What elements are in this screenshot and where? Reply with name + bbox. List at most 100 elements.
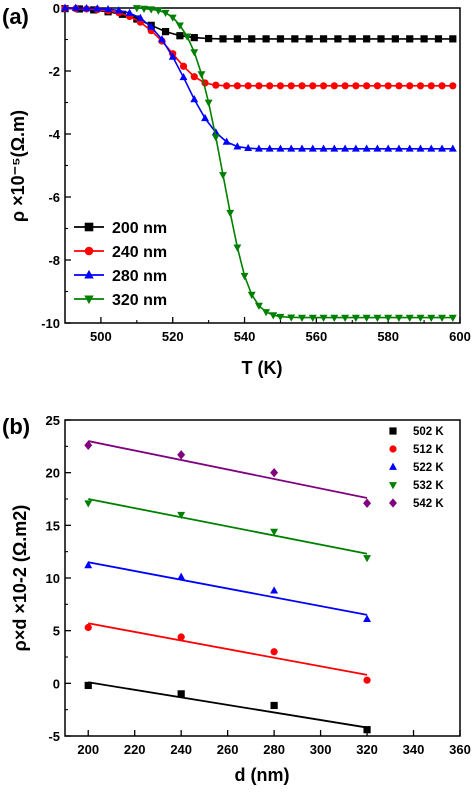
data-point-320-nm [319,314,328,322]
data-point-320-nm [448,314,457,322]
data-point-280-nm [244,143,253,152]
data-point-512-k [177,633,185,641]
data-point-320-nm [276,313,285,322]
data-point-280-nm [93,4,102,12]
data-point-280-nm [190,95,199,103]
data-point-280-nm [147,22,156,30]
legend-label-522-k: 522 K [413,462,444,474]
data-point-280-nm [438,144,447,152]
data-point-280-nm [114,6,123,14]
data-point-240-nm [438,82,446,90]
data-point-320-nm [427,314,436,322]
data-point-240-nm [190,73,198,81]
data-point-280-nm [157,35,166,43]
data-point-320-nm [247,291,256,299]
data-point-320-nm [219,172,227,180]
panel-a-data [61,3,457,322]
data-point-320-nm [254,302,263,310]
data-point-320-nm [175,22,184,30]
data-point-200-nm [377,35,385,43]
panel-a-x-axis-title: T (K) [242,358,283,378]
data-point-200-nm [305,35,313,43]
legend-label-512-k: 512 K [413,444,444,456]
legend-label-532-k: 532 K [413,480,444,492]
data-point-240-nm [212,81,220,89]
data-point-320-nm [226,209,235,218]
legend-marker-532-k [389,482,397,490]
data-point-240-nm [330,82,338,90]
legend-label-200-nm: 200 nm [112,220,167,237]
data-point-320-nm [132,5,141,13]
series-line-320-nm [136,7,453,319]
data-point-280-nm [394,144,403,152]
data-point-320-nm [394,314,403,322]
data-point-280-nm [168,52,177,60]
data-point-280-nm [104,4,113,13]
data-point-280-nm [254,144,263,152]
data-point-280-nm [233,142,242,150]
data-point-502-k [363,726,371,734]
data-point-200-nm [219,35,227,43]
legend-marker-200-nm [84,222,94,232]
panel-b-x-tick-label: 200 [77,742,99,757]
panel-b-y-tick-label: 15 [46,518,60,533]
data-point-320-nm [384,314,393,322]
data-point-320-nm [197,71,206,79]
data-point-280-nm [330,144,339,152]
data-point-240-nm [373,82,382,90]
panel-a-y-tick-label: -8 [48,253,60,268]
data-point-240-nm [341,82,349,90]
data-point-240-nm [298,82,306,90]
panel-a-x-tick-label: 500 [90,329,112,344]
data-point-320-nm [190,49,199,57]
legend-label-320-nm: 320 nm [112,292,167,309]
data-point-522-k [177,572,186,580]
data-point-320-nm [416,314,425,322]
panel-b-x-tick-label: 260 [217,742,239,757]
panel-b-x-tick-label: 240 [170,742,192,757]
panel-a-x-tick-label: 600 [449,329,471,344]
data-point-512-k [363,676,371,684]
panel-b-y-tick-label: 20 [46,466,60,481]
data-point-280-nm [201,113,210,122]
panel-a-x-tick-label: 520 [162,329,184,344]
data-point-320-nm [204,99,213,107]
data-point-280-nm [125,8,134,16]
data-point-320-nm [262,309,271,317]
fit-line-532-k [88,498,368,555]
data-point-200-nm [363,35,371,43]
data-point-200-nm [133,15,141,23]
data-point-320-nm [211,134,220,142]
data-point-280-nm [308,144,317,152]
data-point-280-nm [405,144,414,152]
legend-marker-512-k [389,445,397,453]
data-point-522-k [363,614,372,622]
data-point-280-nm [265,144,274,152]
data-point-320-nm [341,314,350,322]
panel-b-x-tick-label: 280 [263,742,285,757]
data-point-200-nm [205,34,213,43]
data-point-320-nm [405,314,414,322]
data-point-320-nm [330,314,339,322]
series-line-280-nm [65,7,453,150]
data-point-320-nm [233,244,242,252]
data-point-280-nm [362,144,371,152]
data-point-512-k [270,648,278,656]
data-point-240-nm [309,82,317,90]
panel-a: (a) 500 520 540 560 580 600 -10 -8 -6 -4 -2 0 T (K)… [2,1,471,378]
panel-b-label: (b) [2,414,30,439]
legend-label-240-nm: 240 nm [112,244,167,261]
data-point-240-nm [276,82,285,90]
data-point-320-nm [140,5,148,13]
panel-b-y-tick-label: 0 [53,676,60,691]
legend-marker-280-nm [84,269,94,279]
data-point-200-nm [348,35,356,43]
data-point-240-nm [395,82,403,90]
data-point-542-k [363,498,372,508]
data-point-320-nm [240,272,249,281]
data-point-320-nm [362,314,371,322]
panel-a-ticks: 500 520 540 560 580 600 -10 -8 -6 -4 -2 0 [41,1,471,344]
panel-b-x-tick-label: 220 [124,742,146,757]
data-point-200-nm [391,35,399,43]
data-point-320-nm [438,314,447,322]
